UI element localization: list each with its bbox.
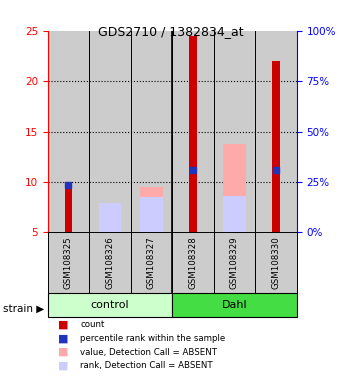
- Bar: [89, 232, 131, 294]
- Bar: [99, 206, 121, 232]
- Text: rank, Detection Call = ABSENT: rank, Detection Call = ABSENT: [80, 361, 213, 371]
- Text: strain ▶: strain ▶: [3, 304, 45, 314]
- Text: GSM108329: GSM108329: [230, 237, 239, 290]
- Bar: [214, 31, 255, 232]
- Text: value, Detection Call = ABSENT: value, Detection Call = ABSENT: [80, 348, 217, 357]
- Text: ■: ■: [58, 319, 69, 329]
- Bar: [48, 31, 89, 232]
- Bar: [89, 31, 131, 232]
- Bar: [172, 232, 214, 294]
- Bar: [255, 31, 297, 232]
- Bar: [140, 197, 163, 232]
- Text: ■: ■: [58, 333, 69, 343]
- Text: GSM108327: GSM108327: [147, 237, 156, 290]
- Text: percentile rank within the sample: percentile rank within the sample: [80, 334, 225, 343]
- Bar: [48, 293, 172, 317]
- Text: ■: ■: [58, 361, 69, 371]
- Bar: [272, 61, 280, 232]
- Bar: [223, 196, 246, 232]
- Text: GDS2710 / 1382834_at: GDS2710 / 1382834_at: [98, 25, 243, 38]
- Bar: [65, 187, 72, 232]
- Bar: [140, 187, 163, 232]
- Text: GSM108326: GSM108326: [105, 237, 115, 290]
- Text: Dahl: Dahl: [222, 300, 247, 310]
- Text: count: count: [80, 320, 104, 329]
- Bar: [99, 203, 121, 232]
- Text: control: control: [91, 300, 129, 310]
- Bar: [214, 232, 255, 294]
- Bar: [172, 293, 297, 317]
- Text: GSM108325: GSM108325: [64, 237, 73, 290]
- Bar: [48, 232, 89, 294]
- Bar: [131, 232, 172, 294]
- Bar: [255, 232, 297, 294]
- Bar: [223, 144, 246, 232]
- Bar: [172, 31, 214, 232]
- Bar: [189, 36, 197, 232]
- Text: GSM108328: GSM108328: [189, 237, 197, 290]
- Text: ■: ■: [58, 347, 69, 357]
- Text: GSM108330: GSM108330: [271, 237, 280, 290]
- Bar: [131, 31, 172, 232]
